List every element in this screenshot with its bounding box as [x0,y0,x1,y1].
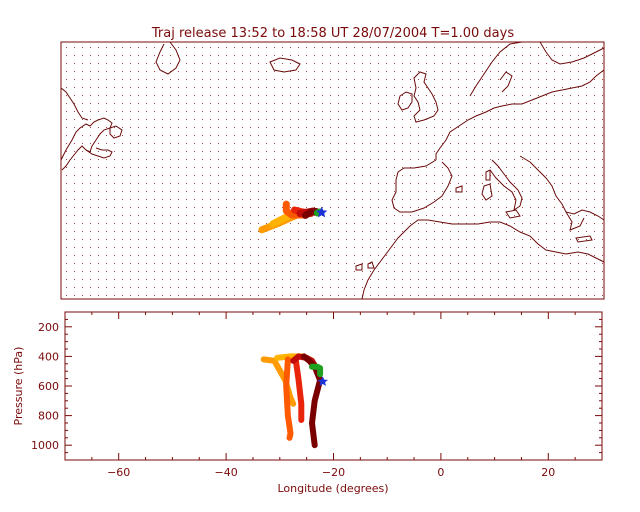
coast-corsica [485,169,491,181]
pressure-trajectory-3 [292,357,305,423]
x-tick-label: −60 [107,466,130,479]
coast-europe [435,69,605,160]
coast-sardinia [481,183,493,201]
coast-finland [539,41,605,65]
coast-labrador [60,87,89,121]
coastline-outline [60,41,605,300]
pressure-trajectory-6 [309,363,324,378]
figure-title: Traj release 13:52 to 18:58 UT 28/07/200… [151,26,514,41]
x-tick-label: 0 [437,466,444,479]
coast-newfoundland [109,125,123,139]
pressure-frame [64,311,603,461]
y-tick-label: 800 [38,410,59,423]
coast-nova-scotia [85,147,113,159]
coast-canary-2 [367,261,375,269]
coast-italy [489,159,523,212]
x-axis-ticks: −60 −40 −20 0 20 [64,312,603,479]
coast-greece [565,211,585,231]
coast-sicily [505,209,521,219]
coast-canary [355,263,363,271]
coast-greenland [155,41,181,75]
x-tick-label: 20 [541,466,555,479]
coast-balkans [519,155,605,221]
x-axis-label: Longitude (degrees) [277,482,388,495]
pressure-panel: −60 −40 −20 0 20 200 400 600 800 1000 Longitude … [12,311,603,495]
pressure-release-star-icon [317,376,328,386]
x-tick-label: −40 [214,466,237,479]
y-tick-label: 1000 [31,439,59,452]
pressure-trajectory-2 [283,356,294,441]
y-axis-label: Pressure (hPa) [12,347,25,426]
coast-iceland [269,57,301,73]
y-tick-label: 200 [38,321,59,334]
coast-crete [575,235,593,243]
map-panel [60,41,605,300]
x-tick-label: −20 [322,466,345,479]
y-axis-ticks: 200 400 600 800 1000 [31,311,602,461]
map-release-star-icon [315,206,328,218]
pressure-release-star [317,376,328,386]
coast-ireland [397,91,413,111]
coast-iberia [391,159,453,213]
coast-great-britain [413,71,439,123]
y-tick-label: 400 [38,350,59,363]
coast-north-africa [361,219,605,300]
map-frame [60,41,605,300]
coast-mallorca [455,185,463,193]
map-release-star [315,206,328,218]
y-tick-label: 600 [38,380,59,393]
coast-scandinavia [469,41,523,97]
